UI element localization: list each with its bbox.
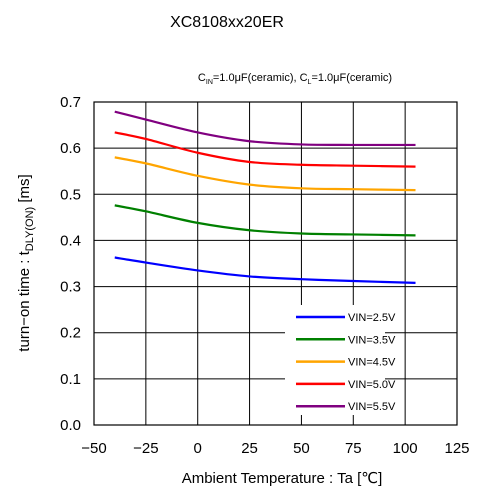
series-line-vin-3-5v bbox=[114, 204, 416, 237]
legend: VIN=2.5V VIN=3.5V VIN=4.5V VIN=5.0V VIN=5.5V bbox=[285, 305, 396, 415]
y-tick-label: 0.4 bbox=[60, 232, 81, 249]
x-tick-label: 50 bbox=[293, 440, 310, 457]
grid-lines bbox=[94, 102, 457, 425]
y-tick-label: 0.3 bbox=[60, 279, 81, 296]
x-tick-labels: −50 −25 0 25 50 75 100 125 bbox=[81, 440, 469, 457]
y-tick-label: 0.5 bbox=[60, 186, 81, 203]
series-line-vin-5-0v bbox=[114, 131, 416, 168]
y-axis-label: turn−on time : tDLY(ON) [ms] bbox=[16, 174, 36, 351]
legend-label: VIN=5.5V bbox=[348, 401, 396, 413]
y-tick-label: 0.7 bbox=[60, 94, 81, 111]
y-tick-label: 0.0 bbox=[60, 417, 81, 434]
x-tick-label: 0 bbox=[194, 440, 202, 457]
legend-label: VIN=4.5V bbox=[348, 357, 396, 369]
legend-label: VIN=5.0V bbox=[348, 379, 396, 391]
x-tick-label: −50 bbox=[81, 440, 106, 457]
condition-annotation: CIN=1.0μF(ceramic), CL=1.0μF(ceramic) bbox=[198, 72, 392, 86]
plot-frame bbox=[93, 101, 458, 426]
legend-box bbox=[285, 305, 385, 415]
series-layer bbox=[114, 110, 416, 284]
series-line-vin-2-5v bbox=[114, 256, 416, 284]
x-tick-label: 100 bbox=[393, 440, 418, 457]
y-tick-label: 0.6 bbox=[60, 140, 81, 157]
x-tick-label: 75 bbox=[345, 440, 362, 457]
y-tick-labels: 0.0 0.1 0.2 0.3 0.4 0.5 0.6 0.7 bbox=[60, 94, 81, 434]
x-tick-label: 125 bbox=[444, 440, 469, 457]
chart-title: XC8108xx20ER bbox=[170, 14, 284, 31]
x-tick-label: −25 bbox=[133, 440, 158, 457]
series-line-vin-4-5v bbox=[114, 156, 416, 192]
x-tick-label: 25 bbox=[241, 440, 258, 457]
series-line-vin-5-5v bbox=[114, 110, 416, 147]
y-tick-label: 0.1 bbox=[60, 371, 81, 388]
y-tick-label: 0.2 bbox=[60, 325, 81, 342]
legend-label: VIN=3.5V bbox=[348, 334, 396, 346]
x-axis-label: Ambient Temperature : Ta [℃] bbox=[182, 470, 383, 487]
legend-label: VIN=2.5V bbox=[348, 312, 396, 324]
